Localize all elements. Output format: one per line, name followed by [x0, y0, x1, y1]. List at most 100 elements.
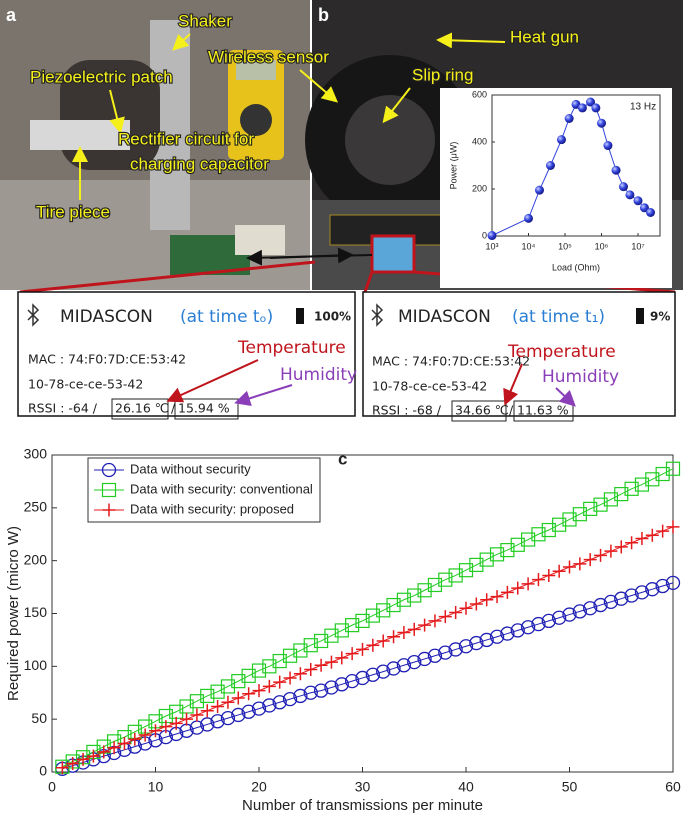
marker: [563, 560, 576, 574]
marker: [511, 581, 525, 595]
legend-label: Data with security: conventional: [130, 481, 313, 496]
marker: [603, 594, 619, 610]
bluetooth-icon: [371, 303, 384, 327]
marker: [655, 578, 670, 594]
inset-background: [440, 88, 672, 288]
marker: [97, 745, 111, 759]
marker: [524, 213, 534, 223]
marker: [541, 522, 556, 538]
marker: [562, 512, 577, 527]
marker: [534, 185, 544, 195]
marker: [303, 638, 318, 653]
humidity-label: Humidity: [542, 367, 619, 387]
marker: [459, 601, 473, 615]
humidity: 15.94 %: [178, 401, 230, 416]
marker: [665, 575, 681, 591]
marker: [314, 633, 329, 649]
annotation: Rectifier circuit for: [118, 129, 254, 148]
x-tick-label: 10⁷: [631, 241, 644, 251]
y-tick-label: 100: [24, 657, 48, 673]
marker: [645, 472, 660, 487]
marker: [241, 704, 256, 719]
content: a b Shaker Piezoelectric patch Rectifier cir…: [5, 5, 681, 814]
marker: [169, 716, 183, 730]
marker: [117, 736, 131, 750]
marker: [313, 683, 329, 698]
marker: [510, 623, 525, 638]
marker: [293, 688, 308, 704]
marker: [520, 532, 536, 547]
arrow: [436, 32, 506, 49]
marker: [593, 597, 608, 613]
marker: [500, 542, 515, 558]
y-axis-label: Required power (micro W): [5, 526, 22, 701]
marker: [272, 695, 287, 710]
marker: [611, 165, 621, 175]
marker: [387, 630, 401, 644]
series-line: [62, 526, 674, 769]
marker: [251, 701, 267, 716]
legend-label: Data with security: proposed: [130, 501, 294, 516]
marker: [531, 573, 545, 587]
marker: [645, 528, 659, 542]
marker: [603, 141, 613, 151]
zoom-line: [19, 260, 316, 294]
marker: [304, 663, 318, 677]
marker: [355, 670, 370, 686]
screen-right: [362, 291, 676, 417]
marker: [552, 610, 567, 625]
marker: [417, 651, 432, 667]
marker: [573, 557, 587, 571]
y-tick-label: 250: [24, 499, 48, 515]
marker: [66, 757, 80, 771]
marker: [180, 712, 194, 726]
marker: [656, 524, 670, 538]
value-box: [451, 400, 507, 422]
marker: [448, 568, 463, 583]
marker: [407, 622, 421, 636]
marker: [128, 732, 142, 746]
y-tick-label: 50: [31, 710, 47, 726]
marker: [376, 634, 390, 648]
marker: [324, 655, 338, 669]
series-line: [62, 582, 674, 770]
marker: [438, 645, 453, 660]
marker: [355, 613, 370, 628]
marker: [335, 651, 349, 665]
y-tick-label: 400: [472, 136, 487, 146]
arrow: [109, 89, 125, 134]
rssi: RSSI : -68 /: [372, 403, 442, 418]
panel-label: c: [338, 449, 347, 468]
x-tick-label: 0: [48, 779, 56, 795]
marker: [449, 605, 463, 619]
marker: [344, 673, 360, 689]
marker: [345, 647, 359, 661]
marker: [303, 685, 318, 700]
marker: [531, 616, 546, 632]
panel-label: a: [6, 5, 17, 25]
marker: [251, 663, 267, 678]
marker: [220, 710, 236, 726]
temperature-label: Temperature: [507, 342, 616, 362]
mac: MAC : 74:F0:7D:CE:53:42: [372, 354, 530, 369]
marker: [159, 720, 173, 734]
x-tick-label: 10⁶: [595, 241, 609, 251]
marker: [624, 481, 639, 496]
annotation: Slip ring: [412, 65, 473, 84]
y-tick-label: 150: [24, 604, 48, 620]
marker: [149, 724, 162, 738]
humidity-label: Humidity: [280, 365, 357, 385]
marker: [293, 643, 308, 658]
marker: [102, 503, 116, 517]
marker: [562, 607, 577, 622]
marker: [101, 462, 117, 478]
marker: [221, 695, 235, 709]
arrow: [555, 387, 576, 407]
marker: [282, 648, 298, 663]
value-box: [174, 398, 239, 420]
marker: [438, 572, 453, 587]
device-id: 10-78-ce-ce-53-42: [372, 379, 487, 394]
marker: [86, 749, 100, 763]
marker: [418, 618, 432, 632]
